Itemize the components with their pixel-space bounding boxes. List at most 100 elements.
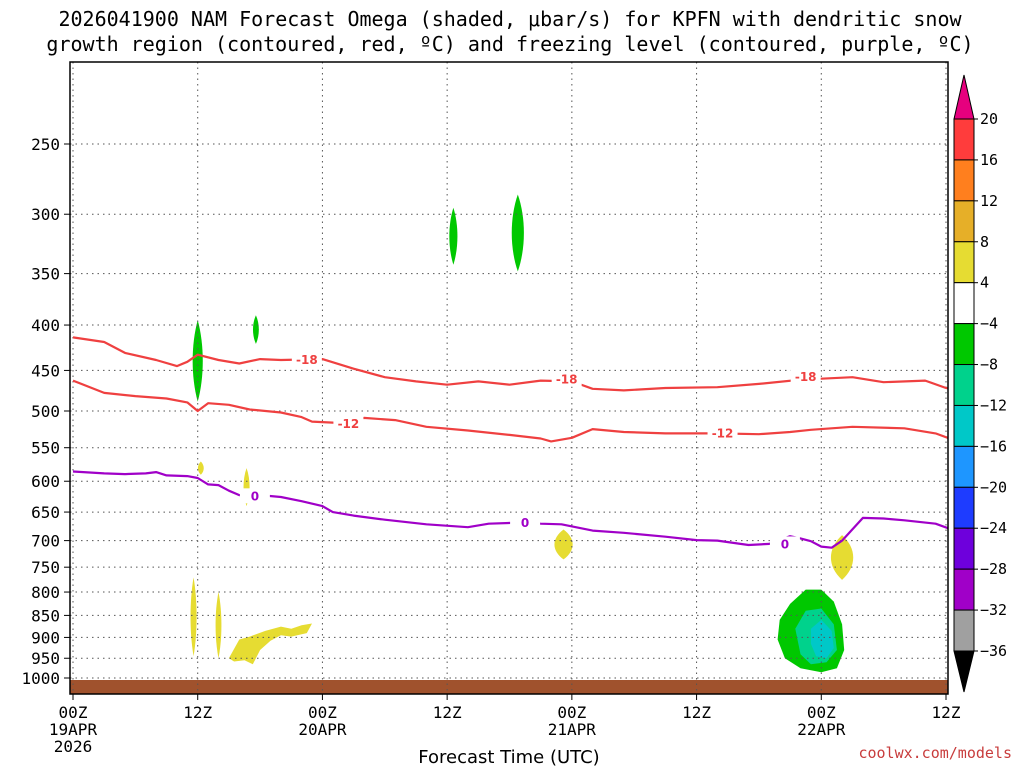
contour-label-2-0: 0 — [251, 489, 259, 503]
x-axis-label: Forecast Time (UTC) — [418, 747, 599, 768]
contour-label-1-0: -12 — [338, 417, 360, 431]
contour-line-2 — [72, 470, 948, 549]
x-tick-label-0-line3: 2026 — [54, 737, 93, 756]
colorbar-segment-4 — [953, 282, 975, 325]
plot-frame — [69, 61, 949, 695]
x-tick-label-24-line1: 00Z — [308, 703, 337, 722]
colorbar-label-5: −4 — [980, 315, 998, 333]
y-tick-label-350: 350 — [31, 265, 60, 284]
y-tick-label-1000: 1000 — [21, 669, 60, 688]
contour-label-bg-2-0 — [239, 488, 270, 504]
omega-region-3 — [511, 194, 524, 272]
colorbar-label-10: −24 — [980, 519, 1007, 537]
x-tick-label-12-line1: 12Z — [183, 703, 212, 722]
chart-title-line-1: 2026041900 NAM Forecast Omega (shaded, μ… — [58, 7, 962, 31]
colorbar-segment-12 — [953, 609, 975, 652]
colorbar-segment-1 — [953, 159, 975, 202]
y-tick-label-900: 900 — [31, 628, 60, 647]
pressure-axis: 250 300 350 400 450 500 550 600 650 700 750 800 850 9… — [21, 135, 70, 688]
colorbar-segment-8 — [953, 445, 975, 488]
y-tick-label-600: 600 — [31, 472, 60, 491]
contour-label-bg-0-1 — [551, 371, 582, 387]
omega-region-6 — [190, 577, 197, 657]
contour-label-2-2: 0 — [781, 537, 789, 551]
y-tick-label-700: 700 — [31, 532, 60, 551]
x-tick-label-84-line1: 12Z — [932, 703, 961, 722]
x-tick-label-0-line2: 19APR — [49, 720, 98, 739]
colorbar-label-9: −20 — [980, 478, 1007, 496]
x-tick-label-60-line1: 12Z — [682, 703, 711, 722]
omega-polygon-0 — [228, 623, 312, 665]
omega-colorbar: 20 16 12 8 4 −4 −8 −12 −16 −20 −24 −28 −32 −36 — [953, 74, 1007, 693]
colorbar-segment-3 — [953, 241, 975, 284]
y-tick-label-650: 650 — [31, 503, 60, 522]
y-tick-label-850: 850 — [31, 606, 60, 625]
contour-label-bg-0-0 — [291, 352, 322, 368]
y-tick-label-400: 400 — [31, 316, 60, 335]
contour-label-bg-2-2 — [769, 536, 800, 552]
x-tick-label-48-line1: 00Z — [557, 703, 586, 722]
omega-region-9 — [830, 535, 854, 580]
colorbar-label-1: 16 — [980, 151, 998, 169]
contour-label-0-2: -18 — [795, 370, 817, 384]
omega-region-1 — [252, 315, 259, 344]
omega-region-2 — [449, 207, 458, 265]
colorbar-segment-9 — [953, 486, 975, 529]
x-tick-label-48-line2: 21APR — [548, 720, 597, 739]
colorbar-segment-6 — [953, 364, 975, 406]
pressure-gridlines — [70, 62, 948, 694]
omega-region-4 — [197, 461, 204, 475]
colorbar-segment-10 — [953, 527, 975, 570]
chart-title-line-2: growth region (contoured, red, ºC) and f… — [46, 32, 973, 56]
colorbar-label-8: −16 — [980, 437, 1007, 455]
omega-shading — [70, 194, 948, 694]
y-tick-label-550: 550 — [31, 439, 60, 458]
y-tick-label-800: 800 — [31, 583, 60, 602]
omega-region-7 — [215, 592, 222, 659]
y-tick-label-450: 450 — [31, 361, 60, 380]
colorbar-label-13: −36 — [980, 642, 1007, 660]
x-tick-label-72-line1: 00Z — [807, 703, 836, 722]
contour-line-1 — [72, 379, 948, 443]
contour-label-2-1: 0 — [521, 516, 529, 530]
colorbar-bottom-arrow — [953, 650, 975, 693]
contour-label-bg-1-1 — [707, 425, 738, 441]
omega-region-0 — [192, 320, 203, 402]
x-tick-label-0-line1: 00Z — [59, 703, 88, 722]
colorbar-label-6: −8 — [980, 356, 998, 374]
colorbar-segment-5 — [953, 323, 975, 366]
y-tick-label-750: 750 — [31, 558, 60, 577]
colorbar-segment-0 — [953, 118, 975, 161]
y-tick-label-300: 300 — [31, 205, 60, 224]
colorbar-label-11: −28 — [980, 560, 1007, 578]
colorbar-segment-2 — [953, 200, 975, 243]
colorbar-top-arrow — [953, 74, 975, 120]
contour-label-bg-0-2 — [790, 369, 821, 385]
contour-label-0-1: -18 — [556, 373, 578, 387]
source-credit: coolwx.com/models — [858, 744, 1012, 762]
y-tick-label-500: 500 — [31, 402, 60, 421]
temperature-contours: -18 -18 -18 -12 -12 0 0 0 — [72, 336, 948, 552]
omega-polygon-3 — [810, 619, 834, 659]
colorbar-segment-7 — [953, 404, 975, 447]
colorbar-segment-11 — [953, 568, 975, 611]
x-tick-label-72-line2: 22APR — [797, 720, 846, 739]
x-tick-label-36-line1: 12Z — [433, 703, 462, 722]
x-tick-label-24-line2: 20APR — [298, 720, 347, 739]
y-tick-label-950: 950 — [31, 649, 60, 668]
colorbar-label-2: 12 — [980, 192, 998, 210]
contour-label-1-1: -12 — [712, 426, 734, 440]
colorbar-label-0: 20 — [980, 110, 998, 128]
contour-line-0 — [72, 336, 948, 392]
colorbar-label-7: −12 — [980, 396, 1007, 414]
colorbar-label-4: 4 — [980, 274, 989, 292]
contour-label-bg-1-0 — [333, 415, 364, 431]
colorbar-label-12: −32 — [980, 601, 1007, 619]
ground-band — [70, 680, 948, 694]
contour-label-bg-2-1 — [510, 515, 541, 531]
colorbar-label-3: 8 — [980, 233, 989, 251]
omega-region-8 — [554, 529, 573, 560]
y-tick-label-250: 250 — [31, 135, 60, 154]
